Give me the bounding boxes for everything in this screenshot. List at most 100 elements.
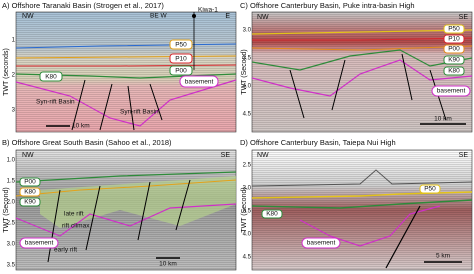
label-box [19,237,59,249]
y-tick: 1 [12,38,16,44]
horizon [252,37,473,41]
horizon-label: P00 [448,46,460,53]
label-box [19,197,41,207]
horizon-label: P50 [424,186,436,193]
basement-label: basement [25,240,54,247]
horizon [251,29,473,35]
label-box [179,75,219,88]
panel-title: A) Offshore Taranaki Basin (Strogen et a… [2,1,164,10]
horizon-label: P50 [175,42,187,49]
horizon-label: K80 [448,68,460,75]
orientation: E [225,13,230,20]
fault [385,205,421,269]
horizon-label: P00 [24,179,36,186]
y-tick: 2.0 [7,200,16,206]
orientation: SE [221,152,231,159]
fault [289,53,447,121]
label-box [431,85,471,97]
y-tick: 4.0 [243,84,252,90]
y-tick: 3 [12,108,16,114]
orientation: NW [257,152,269,159]
horizon [251,199,473,209]
scale-label: 10 km [434,116,452,123]
label-box [443,44,465,54]
label-box [261,209,283,219]
bend-label: BE W [150,13,167,20]
panel-title: B) Offshore Great South Basin (Sahoo et … [2,138,172,147]
y-tick: 3.5 [243,209,252,215]
scale-label: 10 km [72,123,90,130]
orientation: SE [459,14,469,21]
y-tick: 2.5 [243,163,252,169]
horizon-label: P10 [448,36,460,43]
y-tick: 4.0 [243,232,252,238]
label-box [169,53,193,64]
note: Syn-rift Basin [36,99,75,106]
seismic-texture [252,150,472,270]
panel-title: D) Offshore Canterbury Basin, Taiepa Nui… [240,138,396,147]
fault [47,179,191,263]
label-box [443,55,465,65]
panel-b: B) Offshore Great South Basin (Sahoo et … [2,138,237,271]
horizon [15,171,237,183]
horizon-label: P50 [448,26,460,33]
horizon-label: K80 [45,74,57,81]
basement-label: basement [437,88,466,95]
y-axis-label: TWT (seconds) [3,48,10,96]
horizon-label: P10 [175,56,187,63]
note: late rift [64,211,84,218]
y-tick: 1.0 [7,158,16,164]
y-tick: 1.5 [7,179,16,185]
label-box [169,65,193,76]
label-box [301,237,341,249]
y-axis-label: TWT (Second) [241,187,248,232]
horizon [251,49,473,71]
label-box [443,24,465,34]
well-head [192,14,196,18]
note: rift climax [62,223,90,230]
y-axis-label: TWT (Second) [3,187,10,232]
label-box [19,187,41,197]
horizon [15,79,237,127]
panel-d: D) Offshore Canterbury Basin, Taiepa Nui… [240,138,473,271]
orientation: NW [22,13,34,20]
label-box [169,39,193,50]
y-tick: 4.5 [243,255,252,261]
note: early rift [54,247,77,254]
horizon [15,55,237,59]
horizon [15,179,237,197]
basement-label: basement [307,240,336,247]
label-box [443,34,465,44]
scale-label: 5 km [436,253,450,260]
horizon-label: K90 [448,57,460,64]
orientation: NW [257,14,269,21]
y-tick: 3.5 [243,56,252,62]
seafloor [251,169,473,187]
label-box [443,66,465,76]
note: Syn-rift Basin [120,109,159,116]
basement-label: basement [185,79,214,86]
horizon-label: K80 [24,189,36,196]
scale-label: 10 km [159,261,177,268]
panel-a: A) Offshore Taranaki Basin (Strogen et a… [2,1,237,133]
y-tick: 3.0 [243,186,252,192]
horizon-label: K80 [266,211,278,218]
horizon-label: K90 [24,199,36,206]
y-axis-label: TWT (Second) [241,49,248,94]
horizon [251,45,473,51]
y-tick: 3.0 [243,28,252,34]
label-box [19,177,41,187]
y-tick: 4.5 [243,112,252,118]
horizon-label: P00 [175,68,187,75]
panel-title: C) Offshore Canterbury Basin, Puke intra… [240,1,415,10]
label-box [39,71,63,82]
horizon [299,205,441,247]
y-tick: 3.0 [7,242,16,248]
orientation: SE [459,152,469,159]
panel-c: C) Offshore Canterbury Basin, Puke intra… [240,1,473,133]
orientation: NW [22,152,34,159]
y-tick: 2.5 [7,221,16,227]
y-tick: 3.5 [7,263,16,269]
